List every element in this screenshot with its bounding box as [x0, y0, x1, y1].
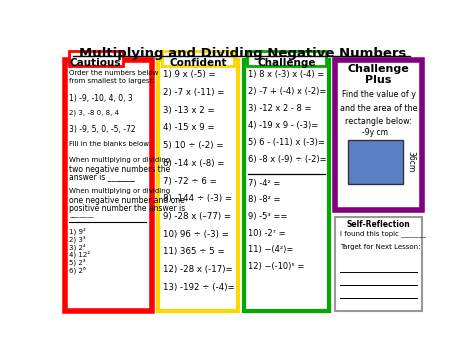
- Text: 2) 3, -8 0, 8, 4: 2) 3, -8 0, 8, 4: [69, 110, 119, 116]
- Text: 1) -9, -10, 4, 0, 3: 1) -9, -10, 4, 0, 3: [69, 94, 133, 103]
- FancyBboxPatch shape: [335, 217, 422, 311]
- FancyBboxPatch shape: [69, 51, 123, 66]
- Text: When multiplying or dividing: When multiplying or dividing: [69, 157, 171, 163]
- Text: When multiplying or dividing: When multiplying or dividing: [69, 188, 171, 194]
- Text: 12) -28 x (-17)=: 12) -28 x (-17)=: [163, 265, 233, 274]
- FancyBboxPatch shape: [65, 60, 152, 311]
- Text: 10) -2⁷ =: 10) -2⁷ =: [247, 229, 285, 237]
- Text: 9) -5³ ==: 9) -5³ ==: [247, 212, 287, 221]
- Text: 3) 2⁴: 3) 2⁴: [69, 243, 86, 251]
- Text: 1) 9 x (-5) =: 1) 9 x (-5) =: [163, 70, 216, 79]
- Text: 2) -7 x (-11) =: 2) -7 x (-11) =: [163, 88, 225, 97]
- Text: 36cm: 36cm: [407, 151, 416, 173]
- FancyBboxPatch shape: [162, 51, 235, 66]
- Text: 4) -15 x 9 =: 4) -15 x 9 =: [163, 124, 215, 132]
- Text: 5) 2³: 5) 2³: [69, 259, 86, 266]
- Text: 2) 3³: 2) 3³: [69, 235, 86, 243]
- Text: 4) 12²: 4) 12²: [69, 251, 91, 258]
- Text: Challenge: Challenge: [347, 64, 410, 74]
- Text: Find the value of y
and the area of the
rectangle below:: Find the value of y and the area of the …: [340, 90, 417, 126]
- Text: Fill in the blanks below:: Fill in the blanks below:: [69, 141, 151, 147]
- FancyBboxPatch shape: [158, 60, 237, 311]
- Text: 11) 365 ÷ 5 =: 11) 365 ÷ 5 =: [163, 247, 225, 256]
- Text: 4) -19 x 9 - (-3)=: 4) -19 x 9 - (-3)=: [247, 121, 318, 130]
- Text: from smallest to largest:: from smallest to largest:: [69, 78, 155, 84]
- Text: I found this topic _______: I found this topic _______: [340, 230, 426, 237]
- Text: 3) -13 x 2 =: 3) -13 x 2 =: [163, 106, 215, 115]
- Text: 13) -192 ÷ (-4)=: 13) -192 ÷ (-4)=: [163, 283, 235, 292]
- Text: 9) -28 x (–77) =: 9) -28 x (–77) =: [163, 212, 231, 221]
- Text: two negative numbers the: two negative numbers the: [69, 165, 171, 174]
- Text: answer is _______: answer is _______: [69, 173, 135, 181]
- Text: 6) -14 x (-8) =: 6) -14 x (-8) =: [163, 159, 225, 168]
- Text: 3) -12 x 2 - 8 =: 3) -12 x 2 - 8 =: [247, 104, 311, 113]
- Text: 1) 9²: 1) 9²: [69, 228, 86, 235]
- Text: 10) 96 ÷ (-3) =: 10) 96 ÷ (-3) =: [163, 230, 229, 239]
- Text: 2) -7 + (-4) x (-2)=: 2) -7 + (-4) x (-2)=: [247, 87, 326, 96]
- FancyBboxPatch shape: [244, 60, 329, 311]
- Text: 11) −(4²)=: 11) −(4²)=: [247, 245, 293, 254]
- Text: 6) -8 x (-9) ÷ (-2)=: 6) -8 x (-9) ÷ (-2)=: [247, 155, 326, 164]
- Text: Self-Reflection: Self-Reflection: [346, 220, 410, 229]
- Text: Plus: Plus: [365, 75, 392, 85]
- Text: 8) -8² =: 8) -8² =: [247, 196, 280, 204]
- Text: 8) -144 ÷ (-3) =: 8) -144 ÷ (-3) =: [163, 194, 232, 203]
- Text: positive number the answer is: positive number the answer is: [69, 204, 186, 213]
- Text: Multiplying and Dividing Negative Numbers: Multiplying and Dividing Negative Number…: [79, 47, 407, 60]
- Text: 7) -72 ÷ 6 =: 7) -72 ÷ 6 =: [163, 176, 217, 186]
- Text: 6) 2⁶: 6) 2⁶: [69, 267, 86, 274]
- Text: Order the numbers below: Order the numbers below: [69, 70, 159, 76]
- Text: Challenge: Challenge: [257, 58, 316, 68]
- Text: Confident: Confident: [169, 58, 227, 68]
- Text: _______: _______: [69, 212, 94, 218]
- Text: 5) 6 - (-11) x (-3)=: 5) 6 - (-11) x (-3)=: [247, 138, 324, 147]
- Text: 7) -4² =: 7) -4² =: [247, 179, 280, 188]
- Text: 5) 10 ÷ (-2) =: 5) 10 ÷ (-2) =: [163, 141, 224, 150]
- Text: Target for Next Lesson:: Target for Next Lesson:: [340, 244, 420, 250]
- Text: 12) −(-10)⁵ =: 12) −(-10)⁵ =: [247, 262, 304, 271]
- Text: one negative number and one: one negative number and one: [69, 196, 185, 205]
- Text: -9y cm: -9y cm: [363, 127, 389, 137]
- FancyBboxPatch shape: [335, 60, 422, 211]
- Text: Cautious: Cautious: [70, 58, 121, 68]
- FancyBboxPatch shape: [247, 51, 326, 66]
- Text: 3) -9, 5, 0, -5, -72: 3) -9, 5, 0, -5, -72: [69, 125, 136, 134]
- FancyBboxPatch shape: [347, 140, 403, 184]
- Text: 1) 8 x (-3) x (-4) =: 1) 8 x (-3) x (-4) =: [247, 70, 324, 79]
